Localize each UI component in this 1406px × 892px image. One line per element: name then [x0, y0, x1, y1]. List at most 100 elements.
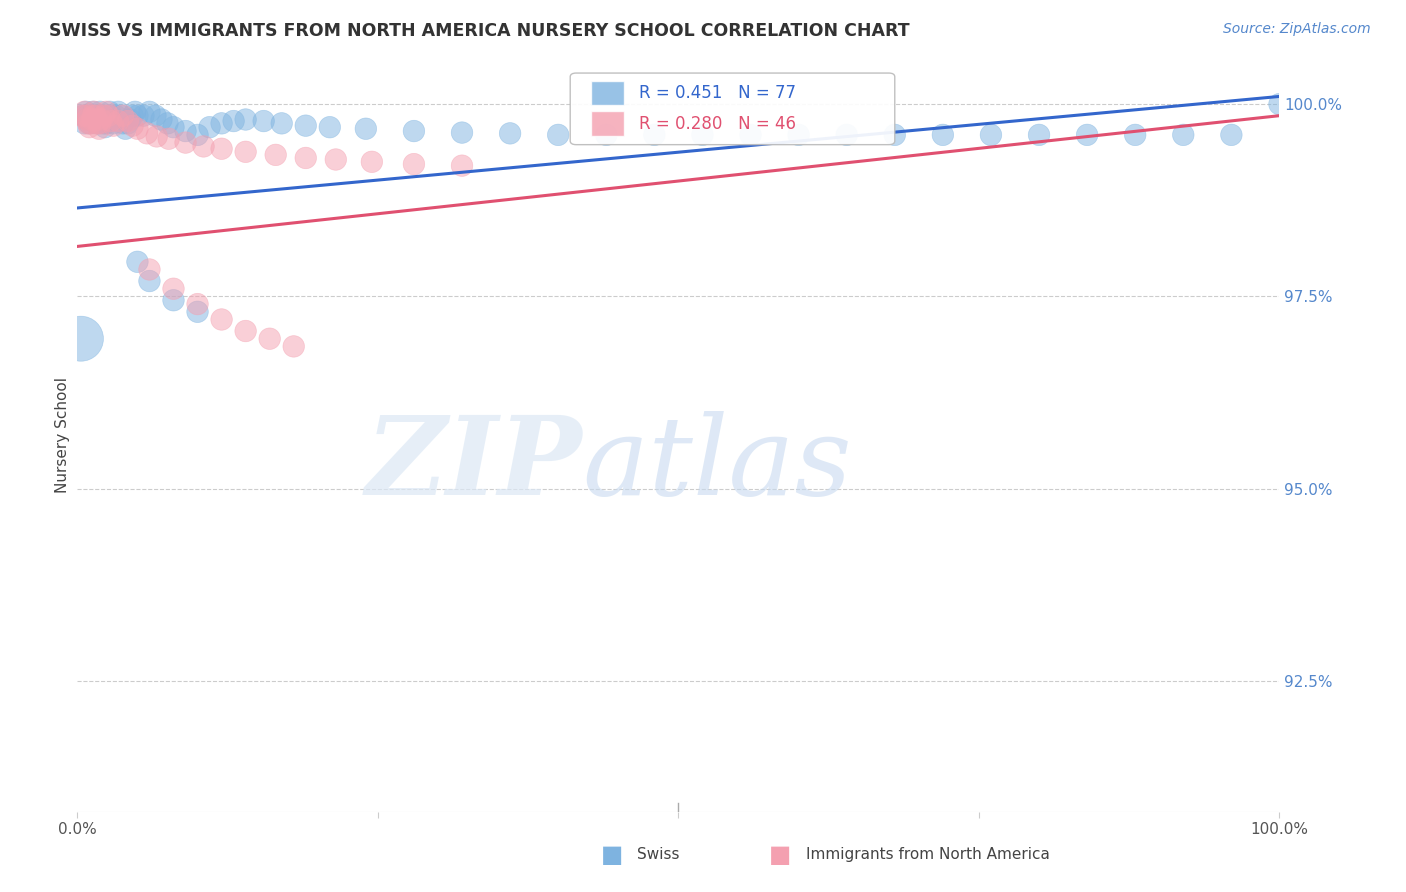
Point: [883, 128, 905, 142]
Point: [193, 139, 215, 153]
Point: [89, 104, 111, 119]
Point: [73, 116, 96, 130]
Point: [211, 312, 233, 326]
Point: [100, 114, 122, 128]
Point: [87, 112, 110, 127]
Point: [283, 339, 305, 353]
Point: [75, 104, 97, 119]
Point: [104, 109, 127, 123]
Point: [211, 142, 233, 156]
Point: [162, 293, 184, 308]
Point: [1220, 128, 1243, 142]
Point: [499, 127, 522, 141]
Point: [77, 112, 100, 127]
Point: [83, 109, 105, 123]
Point: [86, 116, 108, 130]
Point: [120, 112, 142, 127]
Y-axis label: Nursery School: Nursery School: [55, 376, 70, 493]
Point: [451, 159, 474, 173]
Point: [253, 114, 276, 128]
Point: [1173, 128, 1195, 142]
Point: [70, 332, 93, 346]
Point: [91, 112, 114, 127]
Point: [325, 153, 347, 167]
Point: [80, 112, 103, 127]
Point: [75, 109, 97, 123]
Text: ■: ■: [769, 843, 792, 866]
Point: [132, 109, 155, 123]
Point: [79, 116, 101, 130]
Point: [1076, 128, 1098, 142]
Point: [402, 157, 425, 171]
Point: [117, 116, 139, 130]
Point: [73, 104, 96, 119]
Point: [89, 116, 111, 130]
Point: [100, 109, 122, 123]
Point: [235, 145, 257, 159]
Point: [86, 112, 108, 127]
Point: [84, 112, 107, 127]
Text: ZIP: ZIP: [366, 411, 582, 519]
Point: [93, 109, 115, 123]
Point: [76, 109, 98, 123]
Point: [157, 132, 180, 146]
Point: [114, 121, 136, 136]
Point: [84, 109, 107, 123]
Point: [79, 120, 101, 135]
Point: [87, 109, 110, 123]
Text: SWISS VS IMMIGRANTS FROM NORTH AMERICA NURSERY SCHOOL CORRELATION CHART: SWISS VS IMMIGRANTS FROM NORTH AMERICA N…: [49, 22, 910, 40]
Text: R = 0.280   N = 46: R = 0.280 N = 46: [638, 114, 796, 133]
Point: [103, 116, 125, 130]
Point: [136, 127, 159, 141]
Point: [156, 116, 179, 130]
FancyBboxPatch shape: [591, 112, 624, 136]
Text: Immigrants from North America: Immigrants from North America: [806, 847, 1049, 862]
Point: [319, 120, 342, 135]
Point: [259, 332, 281, 346]
Point: [83, 104, 105, 119]
Point: [107, 104, 129, 119]
Point: [547, 128, 569, 142]
Point: [111, 116, 134, 130]
Point: [1268, 97, 1291, 112]
Point: [162, 120, 184, 135]
Point: [90, 112, 112, 127]
Point: [980, 128, 1002, 142]
Point: [90, 109, 112, 123]
Text: R = 0.451   N = 77: R = 0.451 N = 77: [638, 85, 796, 103]
Point: [294, 119, 316, 133]
Point: [124, 104, 146, 119]
Point: [96, 112, 118, 127]
Point: [127, 109, 149, 123]
Point: [110, 109, 132, 123]
Text: atlas: atlas: [582, 411, 852, 519]
Point: [79, 116, 101, 130]
Point: [87, 116, 110, 130]
Text: Source: ZipAtlas.com: Source: ZipAtlas.com: [1223, 22, 1371, 37]
Point: [643, 128, 665, 142]
Point: [360, 154, 382, 169]
Point: [117, 114, 139, 128]
Point: [82, 104, 104, 119]
Point: [94, 120, 117, 135]
Point: [101, 112, 124, 127]
Point: [121, 119, 143, 133]
Point: [187, 128, 209, 142]
Point: [138, 274, 160, 288]
Text: ■: ■: [600, 843, 623, 866]
Point: [740, 128, 762, 142]
Point: [150, 112, 173, 127]
Point: [103, 119, 125, 133]
Point: [835, 128, 858, 142]
Point: [87, 121, 110, 136]
Point: [354, 121, 377, 136]
Point: [270, 116, 292, 130]
Point: [692, 128, 714, 142]
Point: [162, 282, 184, 296]
FancyBboxPatch shape: [571, 73, 894, 145]
Point: [1123, 128, 1146, 142]
Point: [98, 104, 121, 119]
Point: [235, 324, 257, 338]
Point: [174, 124, 197, 138]
Point: [294, 151, 316, 165]
